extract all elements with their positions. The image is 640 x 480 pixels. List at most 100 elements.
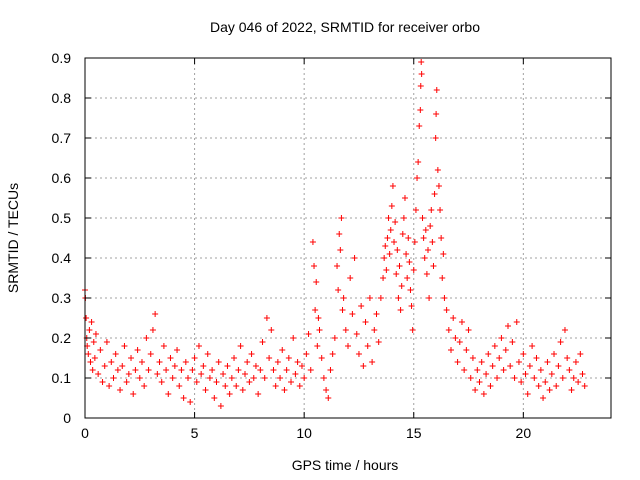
- data-point: [252, 363, 259, 369]
- data-point: [165, 391, 172, 397]
- data-point: [187, 399, 194, 405]
- data-point: [389, 183, 396, 189]
- data-point: [546, 387, 553, 393]
- data-point: [408, 303, 415, 309]
- data-point: [445, 327, 452, 333]
- data-point: [392, 219, 399, 225]
- data-point: [518, 379, 525, 385]
- data-point: [224, 363, 231, 369]
- data-point: [396, 263, 403, 269]
- data-point: [423, 271, 430, 277]
- data-point: [393, 271, 400, 277]
- data-point: [415, 159, 422, 165]
- data-point: [99, 379, 106, 385]
- data-point: [259, 339, 266, 345]
- data-point: [301, 375, 308, 381]
- data-point: [366, 295, 373, 301]
- data-point: [542, 379, 549, 385]
- data-point: [355, 351, 362, 357]
- data-point: [526, 363, 533, 369]
- data-point: [434, 167, 441, 173]
- data-point: [437, 207, 444, 213]
- data-point: [103, 339, 110, 345]
- y-tick-label: 0.2: [52, 330, 72, 346]
- data-point: [97, 347, 104, 353]
- data-point: [438, 235, 445, 241]
- data-point: [198, 371, 205, 377]
- data-point: [220, 371, 227, 377]
- data-point: [231, 355, 238, 361]
- data-point: [472, 387, 479, 393]
- data-point: [431, 191, 438, 197]
- data-point: [202, 387, 209, 393]
- data-point: [440, 251, 447, 257]
- data-point: [132, 367, 139, 373]
- data-point: [544, 359, 551, 365]
- data-point: [441, 295, 448, 301]
- chart-title: Day 046 of 2022, SRMTID for receiver orb…: [210, 19, 480, 35]
- data-point: [325, 395, 332, 401]
- data-point: [200, 363, 207, 369]
- data-point: [91, 355, 98, 361]
- data-point: [90, 339, 97, 345]
- data-point: [83, 315, 90, 321]
- data-point: [386, 251, 393, 257]
- data-point: [209, 367, 216, 373]
- data-point: [561, 327, 568, 333]
- data-point: [101, 363, 108, 369]
- data-point: [281, 387, 288, 393]
- data-point: [290, 335, 297, 341]
- x-tick-label: 0: [81, 425, 89, 441]
- data-point: [375, 339, 382, 345]
- data-point: [233, 383, 240, 389]
- y-tick-label: 0.4: [52, 250, 72, 266]
- data-point: [339, 307, 346, 313]
- data-point: [347, 275, 354, 281]
- data-point: [432, 135, 439, 141]
- data-point: [430, 263, 437, 269]
- data-point: [524, 391, 531, 397]
- x-tick-label: 5: [191, 425, 199, 441]
- data-point: [377, 295, 384, 301]
- data-point: [414, 175, 421, 181]
- data-point: [226, 391, 233, 397]
- data-point: [362, 319, 369, 325]
- data-point: [114, 367, 121, 373]
- data-point: [360, 363, 367, 369]
- data-point: [263, 315, 270, 321]
- data-point: [171, 363, 178, 369]
- data-point: [145, 367, 152, 373]
- data-point: [537, 367, 544, 373]
- data-point: [298, 363, 305, 369]
- data-point: [399, 231, 406, 237]
- data-point: [448, 347, 455, 353]
- data-point: [409, 327, 416, 333]
- data-point: [551, 351, 558, 357]
- data-point: [178, 367, 185, 373]
- data-point: [559, 375, 566, 381]
- data-point: [239, 387, 246, 393]
- data-point: [483, 371, 490, 377]
- data-point: [419, 215, 426, 221]
- data-point: [433, 87, 440, 93]
- data-point: [494, 375, 501, 381]
- data-point: [334, 263, 341, 269]
- data-point: [422, 227, 429, 233]
- data-point: [387, 227, 394, 233]
- data-point: [215, 359, 222, 365]
- data-point: [87, 359, 94, 365]
- data-point: [384, 235, 391, 241]
- data-point: [467, 375, 474, 381]
- data-point: [241, 371, 248, 377]
- data-point: [498, 335, 505, 341]
- data-point: [86, 327, 93, 333]
- data-point: [458, 319, 465, 325]
- data-point: [154, 371, 161, 377]
- data-point: [381, 255, 388, 261]
- data-point: [426, 295, 433, 301]
- data-point: [128, 355, 135, 361]
- data-point: [268, 327, 275, 333]
- data-point: [529, 343, 536, 349]
- data-point: [382, 243, 389, 249]
- data-point: [533, 355, 540, 361]
